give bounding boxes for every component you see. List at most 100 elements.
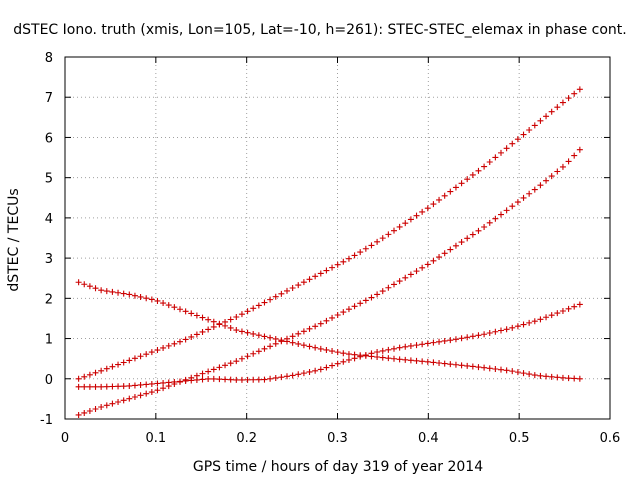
data-point [576, 375, 583, 382]
data-point [340, 358, 347, 365]
data-point [199, 314, 206, 321]
data-point [492, 154, 499, 161]
data-point [469, 363, 476, 370]
data-point [548, 108, 555, 115]
data-point [227, 316, 234, 323]
data-point [385, 284, 392, 291]
data-point [447, 188, 454, 195]
data-point [115, 398, 122, 405]
data-point [250, 330, 257, 337]
data-point [357, 300, 364, 307]
data-point [571, 303, 578, 310]
data-point [165, 342, 172, 349]
data-point [176, 338, 183, 345]
data-point [526, 319, 533, 326]
data-point [571, 90, 578, 97]
data-point [283, 338, 290, 345]
y-tick-label: 6 [45, 131, 53, 146]
data-point [548, 173, 555, 180]
data-point [317, 270, 324, 277]
data-point [503, 326, 510, 333]
data-point [565, 375, 572, 382]
data-point [390, 227, 397, 234]
data-point [379, 354, 386, 361]
data-point [430, 339, 437, 346]
data-point [379, 347, 386, 354]
data-point [407, 216, 414, 223]
data-point [385, 355, 392, 362]
y-tick-label: 7 [45, 91, 53, 106]
data-point [379, 235, 386, 242]
data-point [543, 113, 550, 120]
data-point [385, 346, 392, 353]
data-point [436, 196, 443, 203]
data-point [436, 359, 443, 366]
data-point [143, 351, 150, 358]
data-point [514, 136, 521, 143]
data-point [559, 374, 566, 381]
data-point [430, 359, 437, 366]
data-point [520, 131, 527, 138]
data-point [86, 407, 93, 414]
data-point [464, 334, 471, 341]
data-point [447, 246, 454, 253]
data-point [210, 323, 217, 330]
marks-layer [75, 86, 583, 418]
data-point [289, 284, 296, 291]
data-point [565, 305, 572, 312]
data-point [520, 194, 527, 201]
data-point [441, 337, 448, 344]
data-point [441, 360, 448, 367]
y-tick-label: 4 [45, 212, 53, 227]
data-point [554, 374, 561, 381]
data-point [351, 252, 358, 259]
data-point [182, 336, 189, 343]
data-point [126, 291, 133, 298]
data-point [188, 377, 195, 384]
data-point [548, 373, 555, 380]
data-point [148, 389, 155, 396]
data-point [402, 356, 409, 363]
x-tick-label: 0 [61, 431, 69, 446]
data-point [430, 257, 437, 264]
data-point [238, 376, 245, 383]
data-point [458, 180, 465, 187]
data-point [334, 349, 341, 356]
data-point [571, 152, 578, 159]
data-point [92, 369, 99, 376]
data-point [238, 328, 245, 335]
data-point [289, 333, 296, 340]
data-point [526, 190, 533, 197]
data-point [306, 343, 313, 350]
data-point [368, 242, 375, 249]
data-point [312, 367, 319, 374]
data-point [520, 321, 527, 328]
data-point [424, 205, 431, 212]
data-point [278, 337, 285, 344]
x-tick-label: 0.6 [600, 431, 621, 446]
data-point [199, 328, 206, 335]
data-point [188, 333, 195, 340]
data-point [481, 224, 488, 231]
data-point [396, 278, 403, 285]
data-point [323, 364, 330, 371]
data-point [81, 373, 88, 380]
data-point [115, 361, 122, 368]
data-point [103, 365, 110, 372]
data-point [498, 149, 504, 156]
data-point [300, 370, 307, 377]
data-point [351, 303, 358, 310]
data-point [424, 261, 431, 268]
data-point [396, 356, 403, 363]
data-point [520, 370, 527, 377]
data-point [289, 339, 296, 346]
data-point [86, 383, 93, 390]
data-point [233, 327, 240, 334]
data-point [103, 288, 110, 295]
data-point [514, 323, 521, 330]
data-point [165, 302, 172, 309]
data-point [379, 288, 386, 295]
y-tick-label: 2 [45, 292, 53, 307]
data-point [498, 366, 504, 373]
data-point [143, 381, 150, 388]
